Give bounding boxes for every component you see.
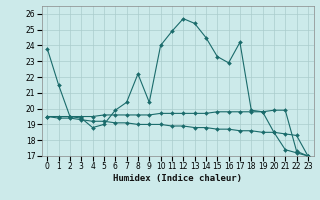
X-axis label: Humidex (Indice chaleur): Humidex (Indice chaleur) xyxy=(113,174,242,183)
